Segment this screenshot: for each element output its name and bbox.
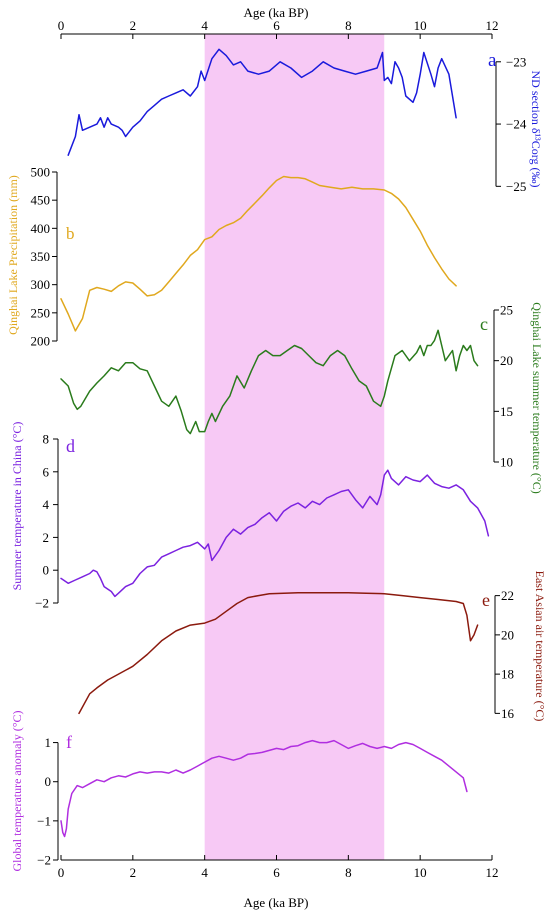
panel-d-y-tick-label: 8 (43, 432, 50, 447)
panel-a-y-tick-label: −25 (506, 179, 526, 194)
panel-b-y-tick-label: 350 (31, 249, 51, 264)
shaded-interval-band (204, 34, 385, 860)
panel-c-y-tick-label: 25 (500, 303, 513, 318)
panel-d-y-tick-label: 0 (43, 563, 50, 578)
panel-e-y-tick-label: 20 (501, 627, 514, 642)
top-x-tick-label: 4 (201, 18, 208, 33)
panel-e-series-line (78, 591, 479, 715)
bottom-x-tick-label: 6 (273, 865, 280, 880)
panel-b-letter: b (66, 224, 75, 243)
bottom-x-tick-label: 4 (201, 865, 208, 880)
panel-f-y-tick-label: −1 (37, 813, 51, 828)
top-x-tick-label: 8 (345, 18, 352, 33)
panel-b-y-tick-label: 300 (31, 277, 51, 292)
top-x-tick-label: 2 (130, 18, 137, 33)
panel-b-y-tick-label: 200 (31, 334, 51, 349)
panel-e-y-tick-label: 16 (501, 706, 515, 721)
top-x-tick-label: 10 (414, 18, 427, 33)
panel-e-y-axis-title: East Asian air temperature (°C) (533, 571, 547, 722)
top-x-tick-label: 0 (58, 18, 65, 33)
panel-a-letter: a (488, 50, 497, 71)
top-x-tick-label: 12 (486, 18, 499, 33)
panel-b-series-line (60, 175, 457, 332)
panel-b-y-tick-label: 500 (31, 165, 51, 180)
panel-a-y-tick-label: −24 (506, 117, 527, 132)
panel-b-y-tick-label: 400 (31, 221, 51, 236)
panel-c-y-tick-label: 20 (500, 353, 513, 368)
bottom-x-tick-label: 0 (58, 865, 65, 880)
panel-d-y-tick-label: 6 (43, 464, 50, 479)
bottom-x-tick-label: 8 (345, 865, 352, 880)
panel-f-series-line (60, 739, 468, 838)
panel-e-y-tick-label: 18 (501, 667, 514, 682)
top-x-tick-label: 6 (273, 18, 280, 33)
panel-d-y-axis-title: Summer temperature in China (°C) (10, 422, 24, 591)
panel-c-y-axis-title: Qinghai Lake summer temperature (°C) (530, 302, 544, 493)
bottom-x-tick-label: 10 (414, 865, 427, 880)
bottom-x-tick-label: 2 (130, 865, 137, 880)
panel-e-letter: e (482, 590, 490, 610)
panel-a-series-line (67, 48, 457, 156)
panel-f-y-tick-label: 0 (45, 774, 52, 789)
panel-c-y-tick-label: 10 (500, 455, 513, 470)
panel-a-y-axis-title: ND section δ¹³Corg (‰) (529, 71, 543, 188)
panel-c-y-tick-label: 15 (500, 404, 513, 419)
panel-d-y-tick-label: 4 (43, 497, 50, 512)
panel-d-series-line (60, 469, 490, 598)
panel-f-y-tick-label: 1 (45, 735, 52, 750)
panel-a-y-tick-label: −23 (506, 54, 526, 69)
bottom-x-axis-title: Age (ka BP) (244, 895, 309, 910)
panel-b-y-axis-title: Qinghai Lake Precipitation (mm) (6, 175, 20, 335)
panel-f-y-axis-title: Global temperature anomaly (°C) (10, 710, 24, 871)
panel-e-y-tick-label: 22 (501, 588, 514, 603)
panel-c-series-line (60, 329, 479, 435)
bottom-x-tick-label: 12 (486, 865, 499, 880)
panel-f-y-tick-label: −2 (37, 853, 51, 868)
panel-d-y-tick-label: −2 (35, 596, 49, 611)
panel-b-y-tick-label: 450 (31, 193, 51, 208)
panel-b-y-tick-label: 250 (31, 305, 51, 320)
panel-d-letter: d (66, 436, 75, 456)
panel-d-y-tick-label: 2 (43, 530, 50, 545)
top-x-axis-title: Age (ka BP) (244, 5, 309, 20)
panel-f-letter: f (66, 732, 72, 752)
panel-c-letter: c (480, 314, 488, 334)
